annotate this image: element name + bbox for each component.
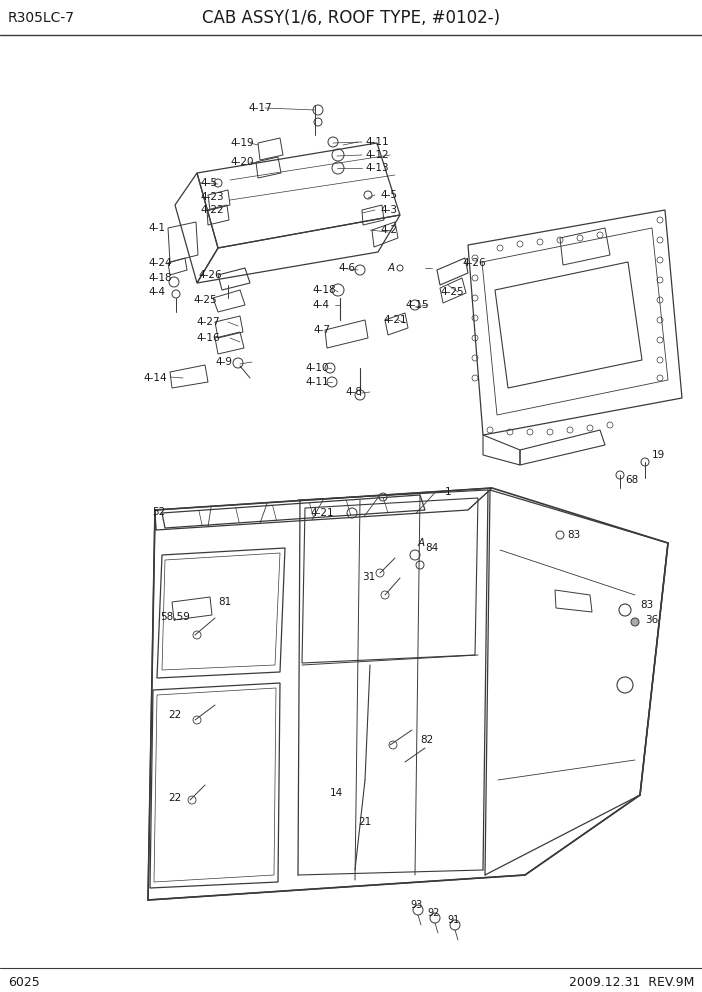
Text: 52: 52	[152, 507, 165, 517]
Text: 4-13: 4-13	[365, 163, 389, 173]
Text: 4-16: 4-16	[196, 333, 220, 343]
Text: 4-7: 4-7	[313, 325, 330, 335]
Text: 83: 83	[567, 530, 581, 540]
Text: 4-23: 4-23	[200, 192, 224, 202]
Text: 36: 36	[645, 615, 658, 625]
Text: 81: 81	[218, 597, 231, 607]
Text: 4-18: 4-18	[312, 285, 336, 295]
Text: CAB ASSY(1/6, ROOF TYPE, #0102-): CAB ASSY(1/6, ROOF TYPE, #0102-)	[202, 9, 500, 27]
Text: 4-4: 4-4	[148, 287, 165, 297]
Text: 4-5: 4-5	[200, 178, 217, 188]
Text: 31: 31	[362, 572, 376, 582]
Text: 84: 84	[425, 543, 438, 553]
Text: 1: 1	[445, 487, 451, 497]
Circle shape	[631, 618, 639, 626]
Text: 4-10: 4-10	[305, 363, 329, 373]
Text: 4-4: 4-4	[312, 300, 329, 310]
Text: 4-15: 4-15	[405, 300, 429, 310]
Text: 4-12: 4-12	[365, 150, 389, 160]
Text: 4-22: 4-22	[200, 205, 224, 215]
Text: 4-25: 4-25	[193, 295, 217, 305]
Text: 22: 22	[168, 793, 181, 803]
Text: 4-11: 4-11	[365, 137, 389, 147]
Text: A: A	[388, 263, 395, 273]
Text: A: A	[418, 538, 425, 548]
Text: 4-26: 4-26	[462, 258, 486, 268]
Text: 4-5: 4-5	[380, 190, 397, 200]
Text: 92: 92	[427, 908, 439, 918]
Text: 4-25: 4-25	[440, 287, 463, 297]
Text: 4-17: 4-17	[248, 103, 272, 113]
Text: 4-27: 4-27	[196, 317, 220, 327]
Text: R305LC-7: R305LC-7	[8, 11, 75, 25]
Text: 4-9: 4-9	[215, 357, 232, 367]
Text: 82: 82	[420, 735, 433, 745]
Text: 4-21: 4-21	[383, 315, 406, 325]
Text: 4-3: 4-3	[380, 205, 397, 215]
Text: 4-24: 4-24	[148, 258, 171, 268]
Text: 4-19: 4-19	[230, 138, 253, 148]
Text: 4-26: 4-26	[198, 270, 222, 280]
Text: 93: 93	[410, 900, 422, 910]
Text: 4-14: 4-14	[143, 373, 166, 383]
Text: 14: 14	[330, 788, 343, 798]
Text: 4-11: 4-11	[305, 377, 329, 387]
Text: 83: 83	[640, 600, 654, 610]
Text: 4-1: 4-1	[148, 223, 165, 233]
Text: 4-18: 4-18	[148, 273, 171, 283]
Text: 91: 91	[447, 915, 459, 925]
Text: 4-21: 4-21	[310, 508, 333, 518]
Text: 21: 21	[358, 817, 371, 827]
Text: 68: 68	[625, 475, 638, 485]
Text: 22: 22	[168, 710, 181, 720]
Text: 4-20: 4-20	[230, 157, 253, 167]
Text: 4-6: 4-6	[338, 263, 355, 273]
Text: 4-8: 4-8	[345, 387, 362, 397]
Text: 2009.12.31  REV.9M: 2009.12.31 REV.9M	[569, 976, 694, 989]
Text: 6025: 6025	[8, 976, 40, 989]
Text: 58,59: 58,59	[160, 612, 190, 622]
Text: 19: 19	[652, 450, 665, 460]
Text: 4-2: 4-2	[380, 225, 397, 235]
